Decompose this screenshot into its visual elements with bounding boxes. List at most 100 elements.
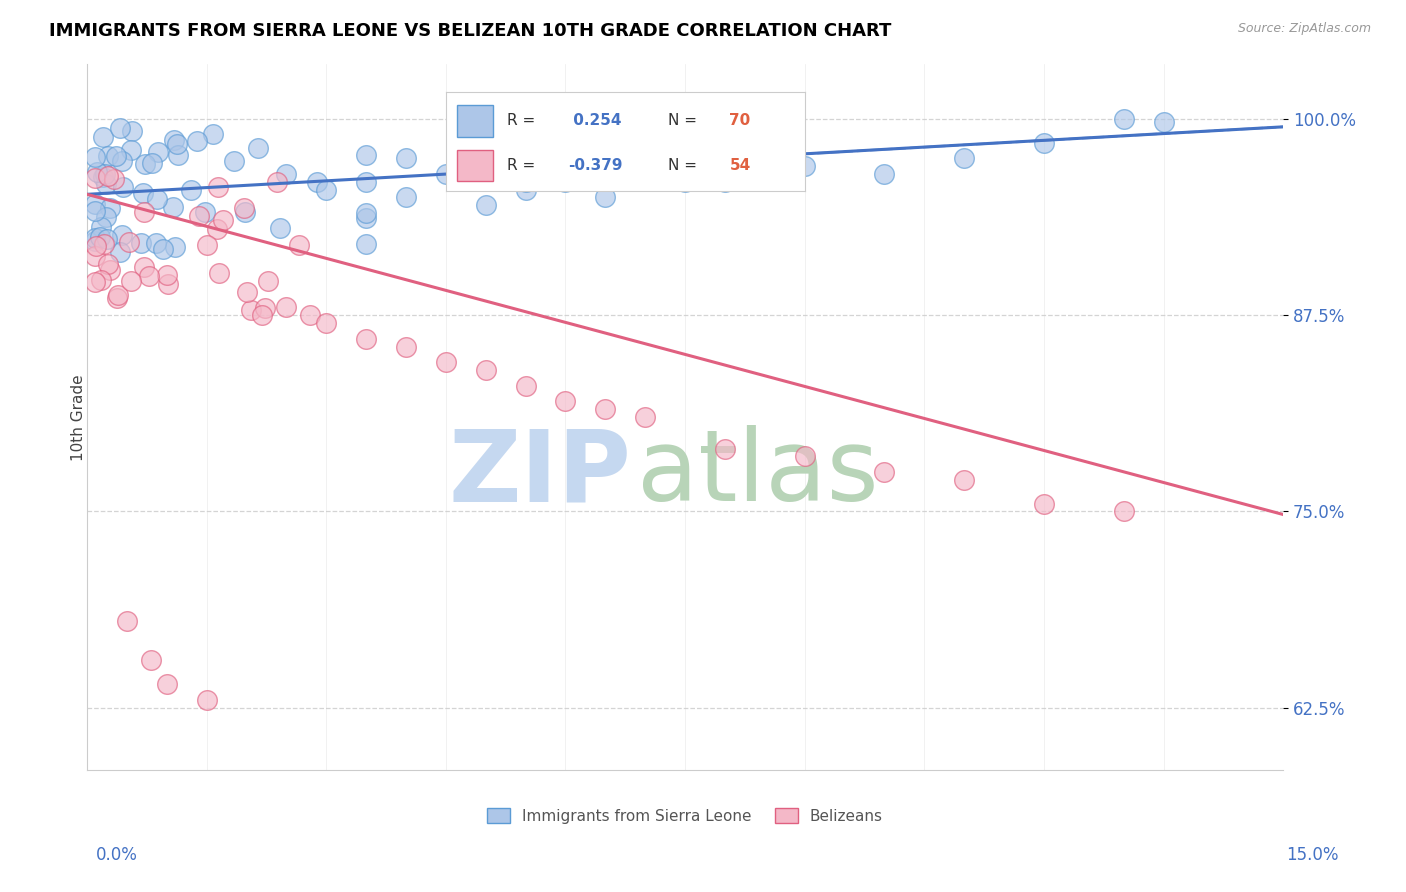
Point [90,220,112,235]
Point [84,196,107,211]
Point [166,136,188,151]
Point [195,237,218,252]
Text: IMMIGRANTS FROM SIERRA LEONE VS BELIZEAN 10TH GRADE CORRELATION CHART: IMMIGRANTS FROM SIERRA LEONE VS BELIZEAN… [49,22,891,40]
Text: Source: ZipAtlas.com: Source: ZipAtlas.com [1237,22,1371,36]
Point [634,159,657,173]
Point [132,260,155,275]
Point [111,227,134,242]
Point [208,266,231,280]
Point [98,262,121,277]
Point [1032,496,1054,510]
Point [84,203,107,218]
Point [233,201,256,215]
Point [96,210,118,224]
Point [86,165,108,179]
Point [145,236,167,251]
Point [287,238,309,252]
Point [714,175,737,189]
Point [91,129,114,144]
Point [96,178,118,192]
Point [266,175,288,189]
Point [354,175,377,189]
Point [94,167,117,181]
Point [474,198,496,212]
Point [91,170,114,185]
Point [131,186,153,200]
Point [121,123,143,137]
Point [134,156,156,170]
Point [224,153,246,168]
Point [595,402,617,417]
Point [269,220,291,235]
Point [107,287,129,301]
Point [202,128,225,142]
Point [152,242,174,256]
Point [108,244,131,259]
Point [235,285,257,299]
Point [354,148,377,162]
Text: ZIP: ZIP [449,425,631,522]
Point [1153,115,1175,129]
Point [554,175,576,189]
Point [233,204,256,219]
Point [474,363,496,377]
Point [253,301,276,315]
Point [305,175,328,189]
Text: atlas: atlas [637,425,879,522]
Point [195,692,218,706]
Point [84,170,107,185]
Point [953,151,976,165]
Point [156,677,179,691]
Point [89,230,111,244]
Point [515,379,537,393]
Point [163,133,186,147]
Point [673,175,696,189]
Point [141,156,163,170]
Point [162,200,184,214]
Point [97,257,120,271]
Point [84,249,107,263]
Point [84,231,107,245]
Point [252,308,274,322]
Point [354,332,377,346]
Point [256,274,278,288]
Point [515,183,537,197]
Point [354,211,377,226]
Point [315,316,337,330]
Point [148,145,170,159]
Point [111,153,134,168]
Point [186,134,208,148]
Point [395,151,418,165]
Point [115,614,138,628]
Point [207,180,229,194]
Y-axis label: 10th Grade: 10th Grade [72,374,86,460]
Point [315,183,337,197]
Point [354,237,377,252]
Point [132,205,155,219]
Point [93,237,115,252]
Point [194,204,217,219]
Point [105,291,128,305]
Point [104,148,127,162]
Point [97,148,120,162]
Point [1112,112,1135,126]
Point [873,465,896,479]
Point [97,169,120,183]
Point [118,235,141,249]
Point [793,159,815,173]
Point [188,209,211,223]
Point [156,268,179,282]
Point [138,268,160,283]
Point [212,213,235,227]
Point [108,121,131,136]
Point [84,150,107,164]
Point [90,272,112,286]
Point [354,206,377,220]
Point [953,473,976,487]
Point [595,190,617,204]
Point [96,232,118,246]
Point [103,172,125,186]
Point [84,235,107,249]
Point [180,183,202,197]
Point [120,143,142,157]
